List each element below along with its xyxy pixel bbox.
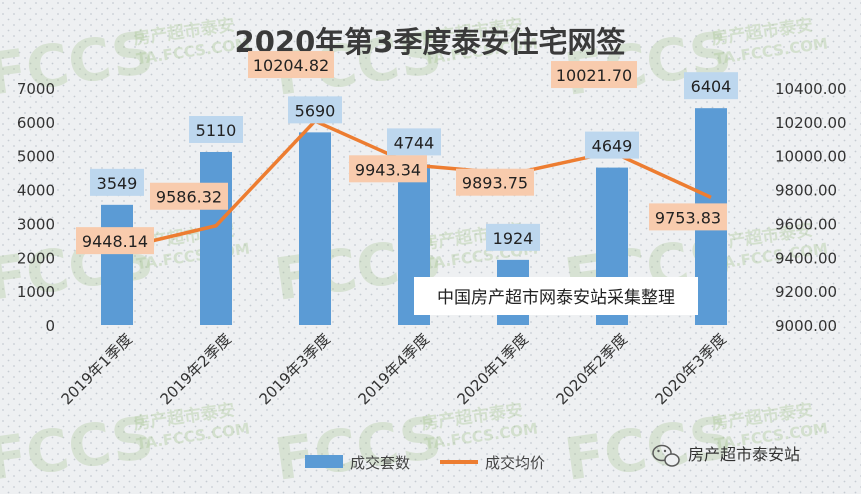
bar-data-label-bg <box>486 223 540 251</box>
legend[interactable]: 成交套数 成交均价 <box>305 454 545 472</box>
line-data-label-bg <box>551 61 637 89</box>
bar <box>200 151 232 325</box>
bar-data-label-bg <box>585 131 639 159</box>
bar-data-label-bg <box>387 128 441 156</box>
line-data-label-bg <box>349 155 427 183</box>
bar-data-labels: 3549 5110 5690 4744 1924 4649 6404 <box>90 72 738 251</box>
bar-data-label-bg <box>288 96 342 124</box>
y-left-tick-label: 2000 <box>17 249 55 267</box>
wechat-icon <box>652 444 680 467</box>
bar-data-label: 5110 <box>196 121 237 140</box>
bar-data-label: 4744 <box>394 133 435 152</box>
bar-data-label: 6404 <box>691 77 732 96</box>
legend-swatch-bars <box>305 455 343 468</box>
bar-data-label: 1924 <box>493 229 534 248</box>
y-left-tick-label: 6000 <box>17 114 55 132</box>
y-right-tick-label: 9000.00 <box>775 317 837 335</box>
y-left-tick-label: 1000 <box>17 283 55 301</box>
footer-brand: 房产超市泰安站 <box>652 444 800 467</box>
y-right-tick-label: 10000.00 <box>775 148 847 166</box>
footer-brand-text: 房产超市泰安站 <box>688 445 800 464</box>
line-data-label-bg <box>248 51 334 79</box>
y-left-tick-label: 7000 <box>17 80 55 98</box>
y-right-tick-label: 10400.00 <box>775 80 847 98</box>
bar <box>299 132 331 325</box>
line-data-label: 9753.83 <box>655 208 721 227</box>
bar-data-label: 4649 <box>592 137 633 156</box>
legend-label-line: 成交均价 <box>485 454 545 472</box>
line-data-label: 10021.70 <box>556 66 632 85</box>
y-left-tick-label: 4000 <box>17 182 55 200</box>
line-data-label-bg <box>649 203 727 231</box>
annotation-text: 中国房产超市网泰安站采集整理 <box>437 288 675 308</box>
annotation-box <box>414 277 698 315</box>
bar-data-label-bg <box>90 168 144 196</box>
y-right-tick-label: 9400.00 <box>775 249 837 267</box>
y-right-tick-label: 9800.00 <box>775 182 837 200</box>
y-left-axis: 0 1000 2000 3000 4000 5000 6000 7000 <box>17 80 55 335</box>
line-data-label-bg <box>76 227 154 255</box>
line-data-label-bg <box>150 182 228 210</box>
y-left-tick-label: 3000 <box>17 215 55 233</box>
bar <box>101 204 133 325</box>
y-right-tick-label: 9200.00 <box>775 283 837 301</box>
legend-label-bars: 成交套数 <box>350 454 410 472</box>
y-left-tick-label: 0 <box>45 317 55 335</box>
bar-data-label-bg <box>684 72 738 100</box>
line-data-label: 10204.82 <box>253 56 329 75</box>
y-left-tick-label: 5000 <box>17 148 55 166</box>
bar-data-label: 3549 <box>97 174 138 193</box>
y-right-tick-label: 10200.00 <box>775 114 847 132</box>
line-data-label: 9893.75 <box>462 174 528 193</box>
y-right-axis: 9000.00 9200.00 9400.00 9600.00 9800.00 10000… <box>775 80 847 335</box>
bar-data-label: 5690 <box>295 101 336 120</box>
line-data-label: 9943.34 <box>355 160 421 179</box>
line-data-labels: 9448.14 9586.32 10204.82 9943.34 9893.75 1002… <box>76 51 727 255</box>
bar-data-label-bg <box>189 115 243 143</box>
line-data-label-bg <box>456 168 534 196</box>
y-right-tick-label: 9600.00 <box>775 215 837 233</box>
line-data-label: 9448.14 <box>82 232 148 251</box>
line-data-label: 9586.32 <box>156 188 222 207</box>
